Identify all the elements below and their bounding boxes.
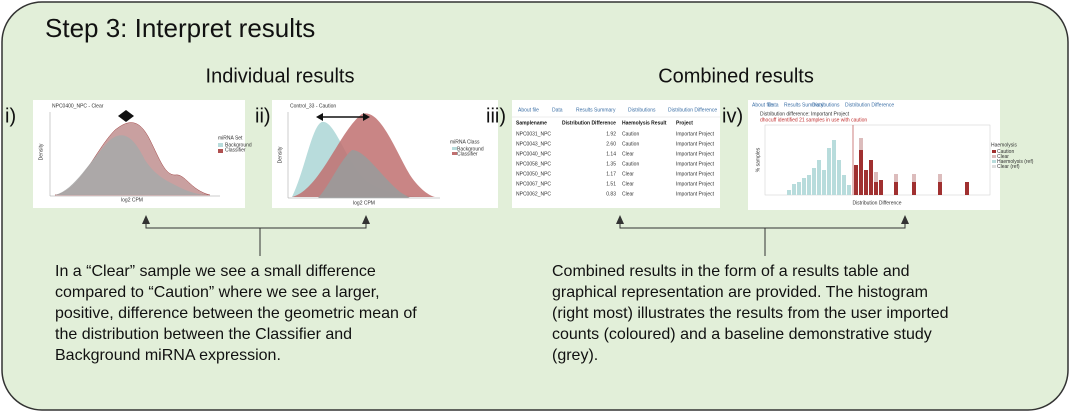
table-cell: Important Project [676,131,715,137]
description-line: (right most) illustrates the results fro… [552,305,949,322]
tab: Distributions [628,107,656,113]
table-header: Haemolysis Result [622,120,667,126]
description-line: In a “Clear” sample we see a small diffe… [55,263,376,280]
density-plot-i [33,100,245,208]
description-line: (grey). [552,347,598,364]
table-header: Distribution Difference [562,120,616,126]
plot-title: Distribution difference: Important Proje… [760,111,850,117]
plot-title: NPC0400_NPC - Clear [52,103,104,109]
table-cell: 1.35 [606,161,616,167]
legend-entry: Classifier [225,147,246,153]
legend-title: miRNA Set [218,135,243,141]
bracket-connectors [145,222,906,256]
table-cell: Clear [622,191,634,197]
table-cell: Caution [622,161,639,167]
y-axis-label: Density [38,143,44,160]
table-cell: Important Project [676,141,715,147]
y-axis-label: % samples [755,147,761,172]
table-cell: Caution [622,141,639,147]
legend-title: Haemolysis [991,142,1017,148]
description-line: Background miRNA expression. [55,347,281,364]
legend-entry: Clear [997,154,1009,160]
x-axis-label: Distribution Difference [852,200,901,206]
table-cell: NPC0062_NPC [516,191,551,197]
x-axis-label: log2 CPM [121,197,143,203]
table-cell: Clear [622,181,634,187]
tab: Results Summary [784,102,824,108]
histogram-iv [748,100,1000,210]
title: Step 3: Interpret results [45,13,315,43]
table-cell: 1.17 [606,171,616,177]
table-header: Samplename [516,120,547,126]
table-panel [512,100,720,208]
table-cell: 1.14 [606,151,616,157]
legend-entry: Haemolysis (ref) [997,159,1034,165]
density-plot-ii [272,100,498,208]
table-cell: NPC0067_NPC [516,181,551,187]
description-line: counts (coloured) and a baseline demonst… [552,326,932,343]
table-cell: Clear [622,171,634,177]
table-cell: Important Project [676,171,715,177]
table-cell: 2.60 [606,141,616,147]
tab: Distribution Difference [668,107,717,113]
legend-title: miRNA Class [450,139,480,145]
y-axis-label: Density [277,146,283,163]
legend-entry: Caution [997,149,1014,155]
tab: About file [518,107,539,113]
tab: Data [552,107,563,113]
description-line: the distribution between the Classifier … [55,326,352,343]
table-cell: 1.51 [606,181,616,187]
panel-label: ii) [255,105,271,127]
table-cell: 0.83 [606,191,616,197]
tab: Results Summary [576,107,616,113]
table-cell: NPC0058_NPC [516,161,551,167]
section-heading: Individual results [206,65,355,87]
table-cell: Caution [622,131,639,137]
description-line: graphical representation are provided. T… [552,284,928,301]
table-cell: 1.92 [606,131,616,137]
table-cell: NPC0050_NPC [516,171,551,177]
panel-label: iii) [486,105,506,127]
table-cell: NPC0031_NPC [516,131,551,137]
x-axis-label: log2 CPM [353,200,375,206]
table-cell: NPC0043_NPC [516,141,551,147]
tab: Distribution Difference [845,102,894,108]
table-cell: Important Project [676,151,715,157]
description-line: Combined results in the form of a result… [552,263,910,280]
tab: About file [752,102,773,108]
section-heading: Combined results [658,65,814,87]
tab: Distributions [812,102,840,108]
plot-title: Control_33 - Caution [290,103,336,109]
table-cell: Important Project [676,161,715,167]
description-line: positive, difference between the geometr… [55,305,417,322]
legend-entry: Clear (ref) [997,164,1020,170]
tab: Data [768,102,779,108]
description-line: compared to “Caution” where we see a lar… [55,284,380,301]
legend-entry: Background [225,142,252,148]
legend-entry: Classifier [457,151,478,157]
panel-label: i) [5,105,16,127]
legend-entry: Background [457,146,484,152]
plot-subtitle: dhocuff identified 21 samples in use wit… [760,117,867,123]
table-cell: Important Project [676,191,715,197]
table-header: Project [676,120,693,126]
table-cell: NPC0040_NPC [516,151,551,157]
table-cell: Important Project [676,181,715,187]
panel-label: iv) [722,105,743,127]
table-cell: Clear [622,151,634,157]
